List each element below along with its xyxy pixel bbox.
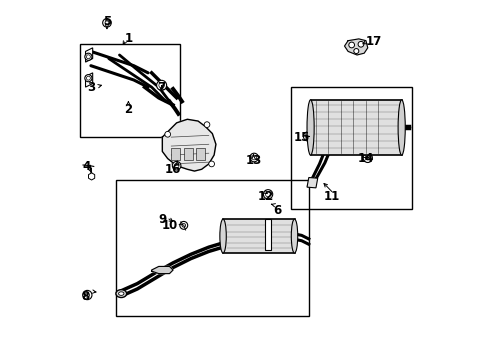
Circle shape [84,53,92,60]
Circle shape [365,156,369,160]
Circle shape [156,80,166,90]
Polygon shape [264,219,271,249]
Text: 5: 5 [102,14,111,27]
Circle shape [164,131,170,137]
Circle shape [159,82,164,88]
Circle shape [303,132,312,141]
Circle shape [203,122,209,127]
Polygon shape [344,39,367,55]
Text: 17: 17 [365,35,381,48]
Text: 16: 16 [164,163,181,176]
Bar [80,44,180,137]
Text: 2: 2 [124,103,132,116]
Circle shape [305,134,309,139]
Circle shape [172,161,181,170]
Bar [171,148,180,160]
Text: 7: 7 [157,81,165,94]
Ellipse shape [306,100,313,155]
Polygon shape [85,73,93,87]
Circle shape [174,163,179,168]
Polygon shape [162,119,216,171]
Ellipse shape [118,292,123,296]
Text: 15: 15 [294,131,310,144]
Bar [223,219,294,253]
Ellipse shape [397,100,405,155]
Polygon shape [85,48,93,62]
Circle shape [263,190,272,199]
Circle shape [249,153,258,162]
Ellipse shape [291,219,297,253]
Bar [183,148,192,160]
Text: 14: 14 [357,152,373,165]
Circle shape [348,42,354,48]
Text: 13: 13 [245,154,261,167]
Circle shape [180,221,187,229]
Text: 4: 4 [82,160,91,173]
Circle shape [251,155,256,160]
Circle shape [208,161,214,167]
Text: 1: 1 [124,32,132,45]
Circle shape [353,49,358,54]
Circle shape [86,76,90,80]
Circle shape [363,153,372,162]
Circle shape [182,224,185,227]
Text: 9: 9 [158,213,166,226]
Circle shape [84,75,92,82]
Bar [290,87,411,208]
Circle shape [85,293,89,297]
Text: 11: 11 [323,190,340,203]
Text: 8: 8 [81,289,89,303]
Circle shape [357,41,363,47]
Text: 10: 10 [162,219,178,232]
Circle shape [86,55,90,59]
Text: 6: 6 [273,204,281,217]
Ellipse shape [220,219,226,253]
Ellipse shape [116,290,126,297]
Circle shape [265,192,270,197]
Bar [196,148,205,160]
Bar [116,180,308,316]
Polygon shape [306,177,317,188]
Text: 3: 3 [87,81,96,94]
Bar [310,100,401,155]
Text: 12: 12 [257,190,273,203]
Circle shape [82,291,92,300]
Circle shape [102,18,111,27]
Polygon shape [151,266,173,274]
Circle shape [105,21,109,25]
